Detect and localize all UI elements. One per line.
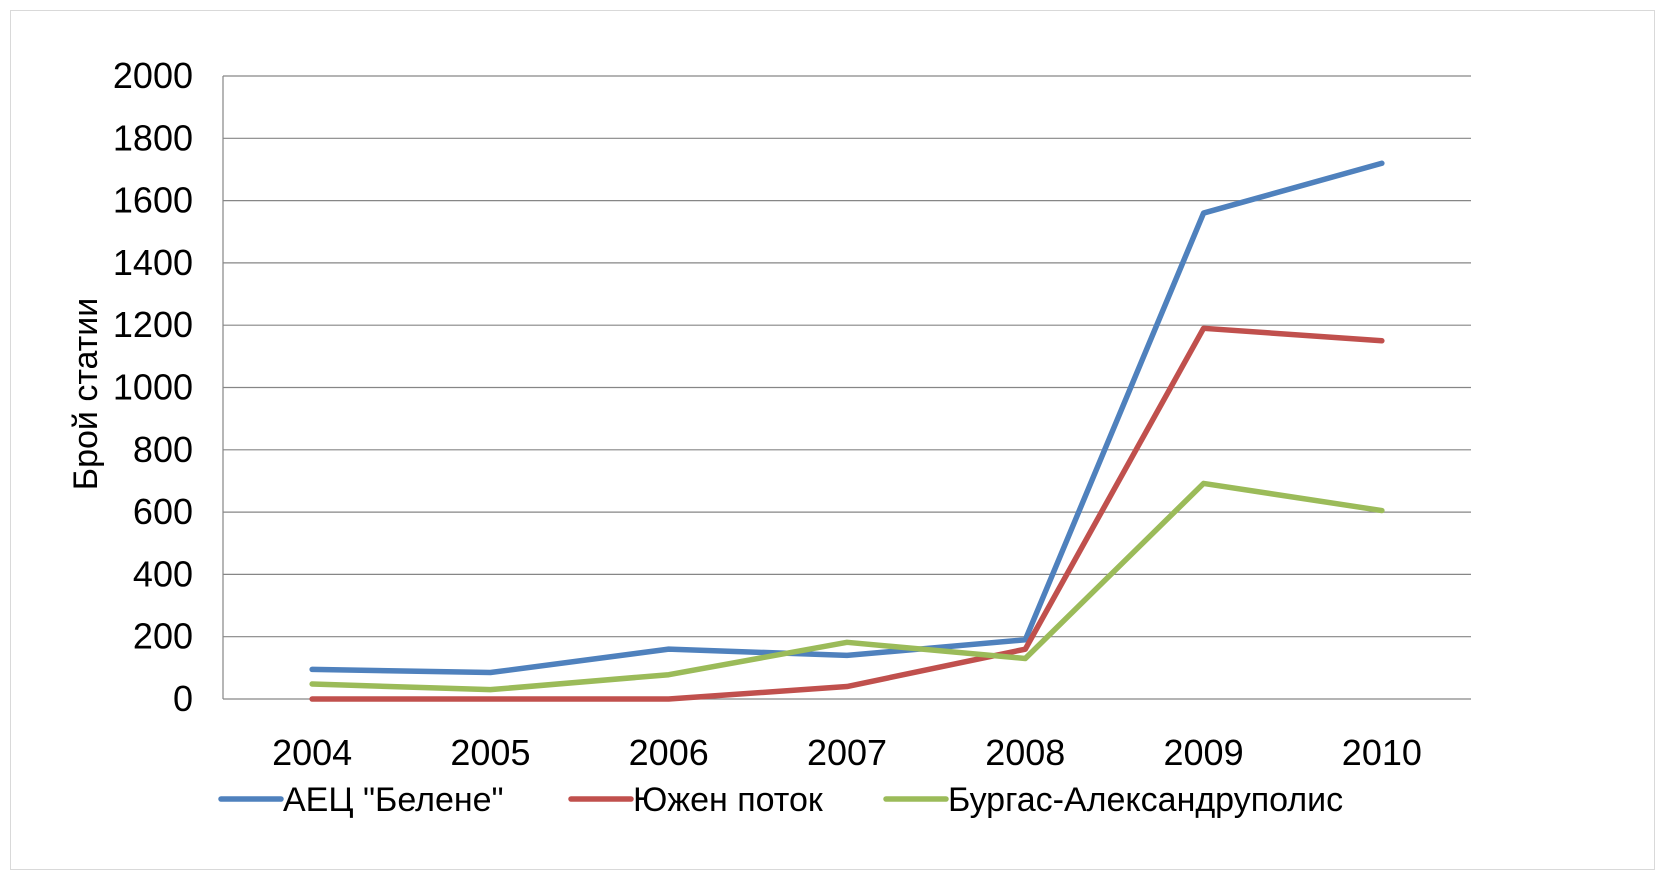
y-axis-ticks: 0 200 400 600 800 1000 1200 1400 1600 1800 2000 [113,55,193,719]
legend-label: АЕЦ "Белене" [283,781,504,819]
y-tick-label: 1200 [113,304,193,345]
x-tick-label: 2004 [272,732,352,773]
y-tick-label: 800 [133,429,193,470]
chart-area: 0 200 400 600 800 1000 1200 1400 1600 1800 2000 20… [10,10,1655,870]
y-axis-title: Брой статии [67,298,105,490]
y-tick-label: 1400 [113,242,193,283]
y-tick-label: 1000 [113,367,193,408]
legend-label: Бургас-Александруполис [948,781,1343,819]
y-tick-label: 2000 [113,55,193,96]
legend-label: Южен поток [633,781,824,819]
line-chart: 0 200 400 600 800 1000 1200 1400 1600 1800 2000 20… [67,55,1471,819]
x-tick-label: 2007 [807,732,887,773]
y-tick-label: 400 [133,553,193,594]
x-axis-ticks: 2004 2005 2006 2007 2008 2009 2010 [272,732,1422,773]
y-tick-label: 600 [133,491,193,532]
x-tick-label: 2008 [985,732,1065,773]
series-lines [309,160,1385,702]
y-tick-label: 1800 [113,117,193,158]
y-tick-label: 1600 [113,180,193,221]
legend: АЕЦ "Белене" Южен поток Бургас-Александруп… [218,781,1343,819]
series-line-1 [309,160,1385,676]
x-tick-label: 2005 [450,732,530,773]
series-line-3 [309,480,1385,693]
x-tick-label: 2009 [1164,732,1244,773]
series-line-2 [309,325,1385,702]
y-tick-label: 200 [133,616,193,657]
x-tick-label: 2010 [1342,732,1422,773]
gridlines [222,75,1471,700]
y-tick-label: 0 [173,678,193,719]
x-tick-label: 2006 [629,732,709,773]
